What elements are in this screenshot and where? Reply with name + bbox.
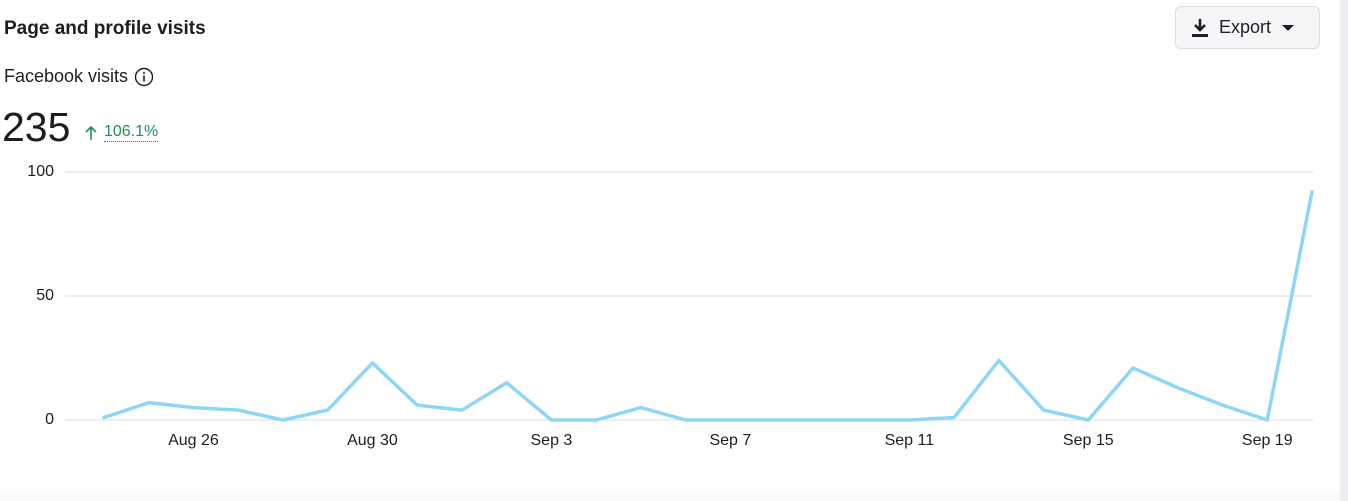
x-tick-label: Sep 11 (885, 432, 935, 449)
download-icon (1192, 18, 1208, 37)
x-tick-label: Aug 30 (347, 432, 398, 449)
x-tick-label: Sep 7 (709, 432, 751, 449)
section-title: Page and profile visits (4, 18, 206, 39)
info-icon[interactable] (134, 67, 154, 87)
metric-change: 106.1% (84, 123, 159, 142)
export-button[interactable]: Export (1175, 6, 1320, 49)
y-tick-label: 50 (36, 287, 54, 304)
scrollbar-track (1340, 0, 1348, 501)
up-arrow (85, 125, 97, 140)
x-tick-label: Sep 15 (1063, 432, 1114, 449)
caret-icon (1282, 24, 1295, 31)
metric-total: 235 (2, 104, 71, 150)
x-tick-label: Aug 26 (168, 432, 219, 449)
footer-band (0, 491, 1340, 501)
x-tick-label: Sep 3 (531, 432, 573, 449)
export-label: Export (1219, 17, 1272, 37)
metric-row: Facebook visits (4, 66, 154, 87)
chart: 0 50 100 Aug 26 Aug 30 Sep 3 Sep 7 Sep 11 Sep 15… (27, 163, 1314, 449)
line-series (102, 190, 1314, 422)
y-tick-label: 100 (27, 163, 54, 180)
y-tick-label: 0 (45, 411, 54, 428)
metric-label: Facebook visits (4, 66, 129, 86)
change-value: 106.1% (104, 123, 159, 142)
x-tick-label: Sep 19 (1242, 432, 1293, 449)
